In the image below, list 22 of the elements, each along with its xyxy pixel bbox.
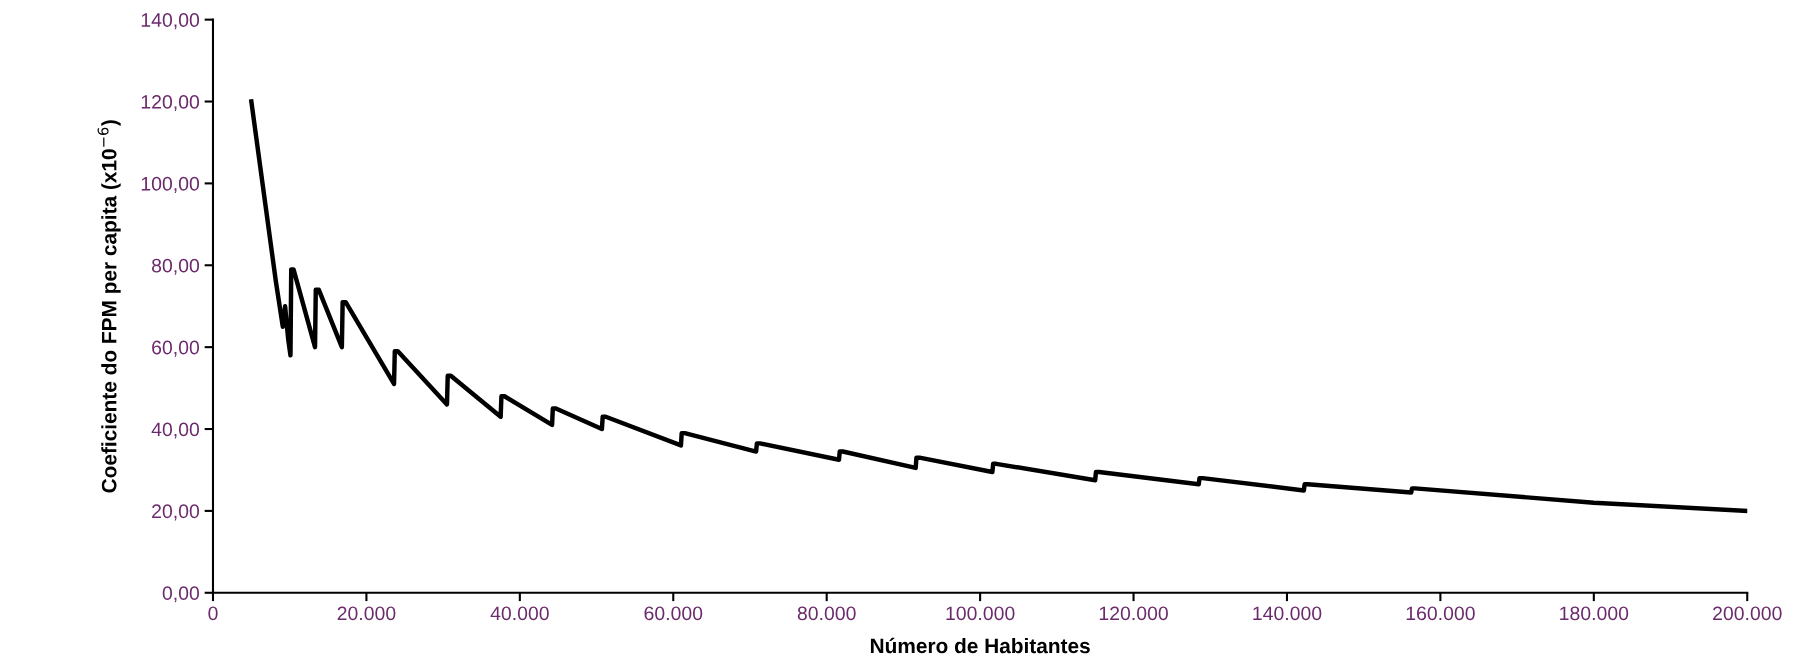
y-tick-label: 140,00 <box>141 13 200 30</box>
x-tick-label: 180.000 <box>1560 606 1629 621</box>
x-tick-label: 20.000 <box>337 606 396 621</box>
y-tick-label: 40,00 <box>151 422 200 439</box>
y-tick-label: 20,00 <box>152 504 200 521</box>
x-tick-label: 60.000 <box>644 606 703 621</box>
line-series <box>249 99 1748 514</box>
x-tick-label: 140.000 <box>1253 606 1322 621</box>
y-tick-label: 100,00 <box>141 176 200 193</box>
y-tick-label: 80,00 <box>151 258 200 275</box>
x-tick-label: 160.000 <box>1406 606 1475 621</box>
y-tick-label: 0,00 <box>162 586 200 603</box>
x-tick-label: 40.000 <box>490 606 549 621</box>
x-tick-label: 80.000 <box>797 606 856 621</box>
y-axis-title: Coeficiente do FPM per capita (x10$^{−6}$) <box>97 120 121 493</box>
y-tick-label: 120,00 <box>141 94 200 112</box>
x-tick-label: 200.000 <box>1713 606 1782 621</box>
x-tick-label: 100.000 <box>946 606 1015 621</box>
y-tick-label: 60,00 <box>152 340 200 357</box>
x-axis-title: Número de Habitantes <box>870 637 1090 654</box>
x-tick-label: 120.000 <box>1099 606 1168 621</box>
x-tick-label: 0 <box>208 606 218 621</box>
